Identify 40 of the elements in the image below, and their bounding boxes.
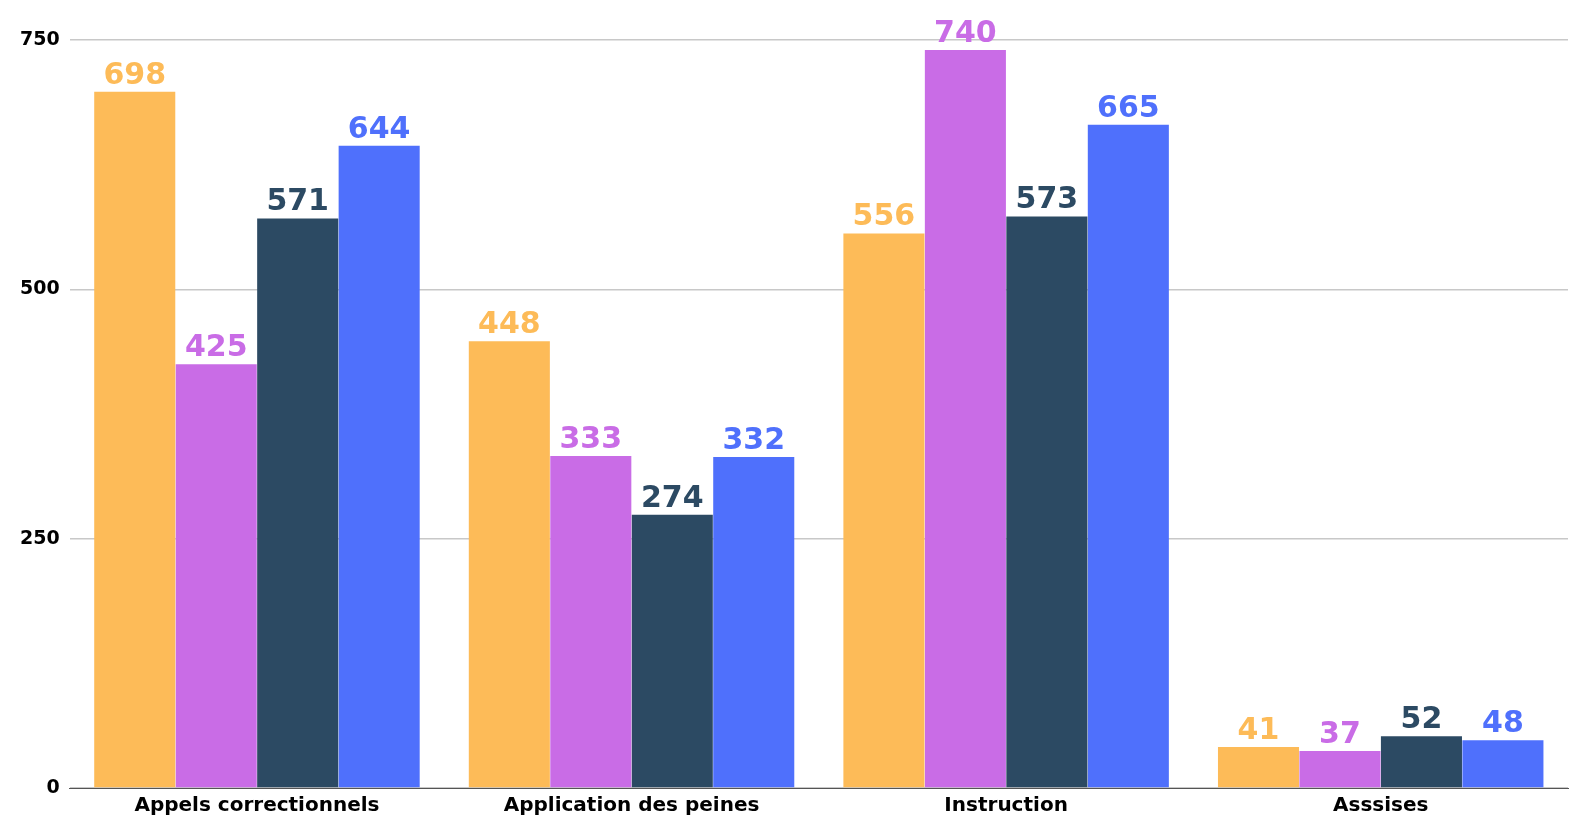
bar: [631, 514, 713, 788]
bar: [1380, 736, 1462, 788]
bar: [1299, 751, 1381, 788]
bar: [1006, 216, 1088, 788]
x-tick-label: Application des peines: [503, 792, 760, 817]
data-label: 665: [1097, 88, 1160, 124]
data-label: 425: [184, 327, 248, 363]
data-label: 333: [559, 419, 623, 455]
y-tick-label: 250: [19, 525, 60, 548]
bar: [175, 364, 257, 788]
bar: [843, 233, 925, 788]
x-tick-label: Appels correctionnels: [134, 792, 380, 817]
data-label: 644: [347, 109, 411, 145]
bar: [338, 145, 420, 788]
y-tick-label: 0: [46, 774, 60, 797]
x-tick-label: Asssises: [1333, 792, 1429, 817]
x-tick-label: Instruction: [944, 792, 1068, 817]
data-label: 556: [852, 197, 916, 233]
bar: [468, 341, 550, 788]
data-label: 274: [640, 478, 704, 514]
bar: [924, 49, 1006, 788]
data-label: 52: [1400, 699, 1443, 735]
bar: [713, 456, 795, 788]
y-tick-label: 750: [19, 26, 60, 49]
bar: [1087, 124, 1169, 788]
bar: [1217, 747, 1300, 788]
data-label: 573: [1015, 180, 1079, 216]
data-label: 332: [722, 420, 786, 456]
y-tick-label: 500: [19, 276, 60, 299]
bar: [550, 455, 632, 788]
data-label: 698: [103, 55, 167, 91]
data-label: 740: [934, 13, 997, 49]
bar: [1462, 740, 1544, 788]
bar: [94, 91, 176, 788]
data-label: 571: [266, 182, 329, 218]
data-label: 48: [1482, 703, 1524, 739]
data-label: 448: [478, 304, 541, 340]
data-label: 41: [1237, 710, 1280, 746]
bar: [257, 218, 339, 788]
data-label: 37: [1319, 714, 1361, 750]
